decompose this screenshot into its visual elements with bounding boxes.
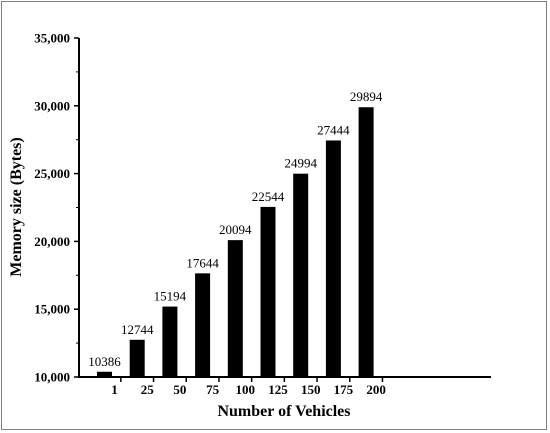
bar — [358, 107, 374, 377]
x-axis-title: Number of Vehicles — [217, 403, 350, 420]
bar-value-label: 10386 — [88, 354, 121, 369]
x-tick-label: 150 — [301, 382, 321, 397]
y-tick-label: 20,000 — [34, 234, 70, 249]
y-tick-label: 10,000 — [34, 370, 70, 385]
x-tick-label: 25 — [141, 382, 155, 397]
bar-value-label: 22544 — [252, 189, 285, 204]
bar — [97, 371, 112, 377]
bar — [129, 339, 145, 377]
bar — [260, 206, 276, 377]
bar — [325, 140, 341, 377]
x-tick-label: 50 — [173, 382, 186, 397]
x-tick-label: 125 — [268, 382, 288, 397]
bars: 10386 12744 15194 17644 20094 22544 24994 27444… — [88, 89, 383, 377]
y-tick-label: 30,000 — [34, 98, 70, 113]
bar-value-label: 27444 — [317, 122, 350, 137]
bar — [162, 306, 178, 377]
y-axis-title: Memory size (Bytes) — [8, 137, 25, 277]
x-tick-label: 1 — [111, 382, 118, 397]
x-tick-label: 175 — [334, 382, 354, 397]
bar-value-label: 29894 — [350, 89, 383, 104]
y-tick-label: 15,000 — [34, 302, 70, 317]
y-tick-label: 35,000 — [34, 31, 70, 46]
bar-value-label: 12744 — [121, 322, 154, 337]
x-tick-label: 100 — [236, 382, 256, 397]
x-tick-label: 200 — [366, 382, 386, 397]
y-tick-label: 25,000 — [34, 166, 70, 181]
bar — [293, 173, 309, 377]
bar-value-label: 24994 — [284, 156, 317, 171]
bar-value-label: 17644 — [186, 255, 219, 270]
bar — [227, 240, 243, 377]
bar-value-label: 20094 — [219, 222, 252, 237]
x-tick-label: 75 — [206, 382, 220, 397]
bar-value-label: 15194 — [154, 289, 187, 304]
bar — [195, 273, 211, 377]
